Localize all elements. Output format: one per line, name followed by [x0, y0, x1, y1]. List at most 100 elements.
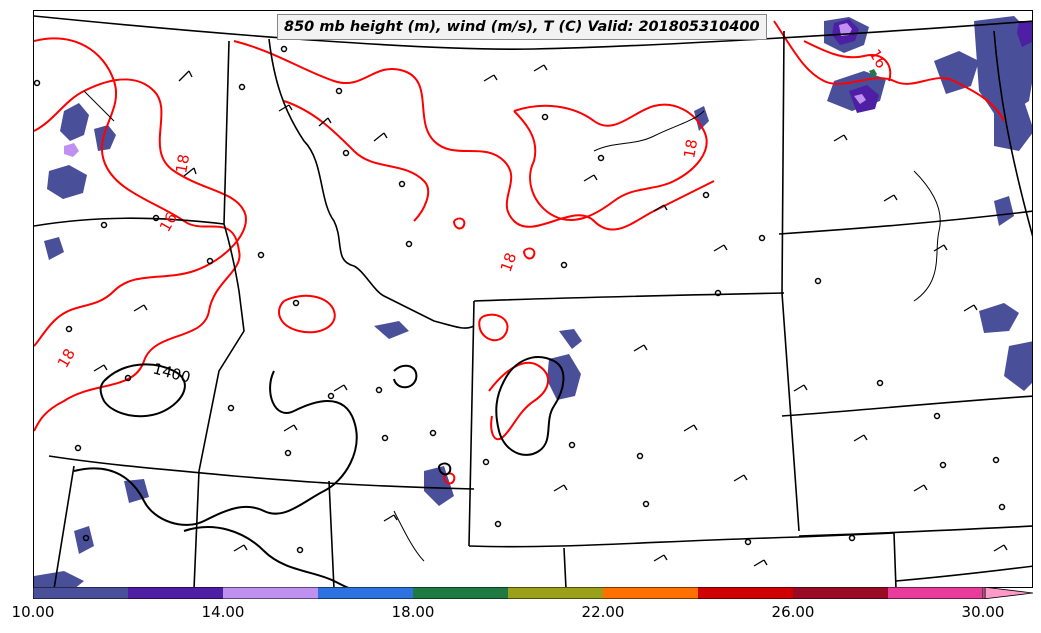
precip-region-sw: [34, 526, 94, 587]
boundary-wa-or: [34, 217, 225, 227]
boundary-ca-nv: [53, 465, 75, 587]
colorbar-tick-label: 30.00: [961, 603, 1005, 621]
wind-barb: [993, 544, 1008, 552]
colorbar-segment: [318, 587, 413, 599]
wind-barb: [653, 554, 668, 562]
wind-barb: [483, 74, 498, 82]
temp-contour-small-1: [453, 217, 466, 230]
colorbar-tick-label: 22.00: [581, 603, 625, 621]
rivers: [83, 90, 941, 562]
wind-barbs: [93, 64, 1008, 567]
wind-barb: [318, 117, 332, 127]
wind-barb: [883, 194, 898, 202]
colorbar-segment: [223, 587, 318, 599]
wind-barb: [533, 64, 548, 72]
wind-barb: [583, 174, 598, 182]
temp-label-a: 18: [172, 153, 193, 175]
boundary-wy-east: [781, 30, 800, 532]
wind-barb: [633, 344, 648, 352]
temp-contour-west-2: [34, 78, 247, 347]
wind-barb: [963, 304, 978, 312]
temp-contour-ne-2: [803, 40, 892, 82]
colorbar-segment: [413, 587, 508, 599]
colorbar-tick-label: 10.00: [11, 603, 55, 621]
temp-label-e: 18: [497, 250, 520, 274]
wind-barb: [333, 384, 348, 392]
boundary-north-border: [34, 15, 1032, 50]
state-boundaries: [34, 15, 1032, 587]
temp-contour-center-1: [513, 103, 708, 221]
boundary-nv-ut: [328, 480, 335, 587]
temp-contour-west-1: [34, 37, 241, 432]
height-contour-sw: [183, 526, 349, 587]
precip-region-nw: [47, 103, 116, 199]
boundary-ut-co: [468, 300, 475, 547]
precip-region-east: [979, 196, 1032, 391]
height-contour-colorado: [495, 356, 565, 456]
temp-contour-small-2: [523, 247, 536, 260]
colorbar-segment: [128, 587, 223, 599]
precip-fill-layer: [34, 16, 1032, 587]
height-contour-small: [393, 364, 418, 389]
colorbar-segments: [33, 587, 1033, 599]
wind-barb: [553, 484, 568, 492]
wind-barb: [183, 167, 197, 177]
temp-contour-north-2: [283, 100, 430, 222]
boundary-id-nv-ut: [193, 470, 200, 587]
wind-barb: [733, 474, 748, 482]
height-label-a: 1400: [151, 359, 193, 386]
map-title: 850 mb height (m), wind (m/s), T (C) Val…: [277, 14, 767, 40]
wind-barb: [933, 244, 948, 252]
map-area: 18 16 18 18 18 16 1400: [33, 10, 1033, 588]
wind-barb: [283, 424, 298, 432]
wind-barb: [713, 244, 728, 252]
height-contour-1400-south: [73, 370, 358, 526]
colorbar-tick-label: 14.00: [201, 603, 245, 621]
boundary-id-mt: [268, 38, 475, 329]
wind-barb: [683, 424, 698, 432]
height-contour-small-2: [438, 462, 452, 476]
colorbar-segment: [603, 587, 698, 599]
wind-barb: [833, 134, 848, 142]
wind-barb: [383, 514, 398, 522]
temp-label-c: 18: [54, 345, 79, 371]
colorbar: [33, 587, 1033, 599]
temp-contour-ne-1: [773, 20, 1005, 122]
wind-barb: [93, 364, 108, 372]
temp-contour-colorado: [488, 361, 549, 441]
wind-barb: [373, 132, 388, 142]
colorbar-segment: [793, 587, 888, 599]
boundary-ne-ks: [798, 525, 1032, 537]
wind-barb: [753, 559, 768, 567]
precip-region-center: [374, 106, 709, 506]
wind-barb: [278, 104, 293, 112]
wind-barb: [853, 434, 868, 442]
wind-barb: [793, 384, 808, 392]
temp-label-d: 18: [680, 138, 701, 160]
boundary-id-west: [198, 40, 245, 472]
boundary-co-south: [468, 532, 897, 587]
height-contour-1400-west: [99, 363, 186, 418]
boundary-sd-ne: [781, 395, 1032, 417]
boundary-nd-sd: [778, 210, 1032, 235]
precip-region-ne: [824, 16, 1032, 151]
wind-barb: [913, 484, 928, 492]
calm-wind-markers: [34, 45, 1006, 554]
colorbar-segment: [698, 587, 793, 599]
wind-barb: [133, 304, 148, 312]
wind-barb: [233, 544, 248, 552]
wind-barb: [653, 204, 668, 212]
colorbar-tick-label: 26.00: [771, 603, 815, 621]
temp-label-f: 16: [866, 46, 891, 72]
colorbar-segment: [508, 587, 603, 599]
wind-barb: [178, 70, 193, 82]
colorbar-tick-label: 18.00: [391, 603, 435, 621]
colorbar-segment: [33, 587, 128, 599]
boundary-ks-south: [895, 565, 1032, 582]
temp-label-b: 16: [156, 209, 181, 235]
boundary-or-ca-nv: [48, 455, 475, 490]
boundary-mn: [993, 30, 1032, 237]
temperature-contours: [34, 20, 1005, 485]
boundary-az-nm: [563, 547, 567, 587]
colorbar-segment: [888, 587, 983, 599]
